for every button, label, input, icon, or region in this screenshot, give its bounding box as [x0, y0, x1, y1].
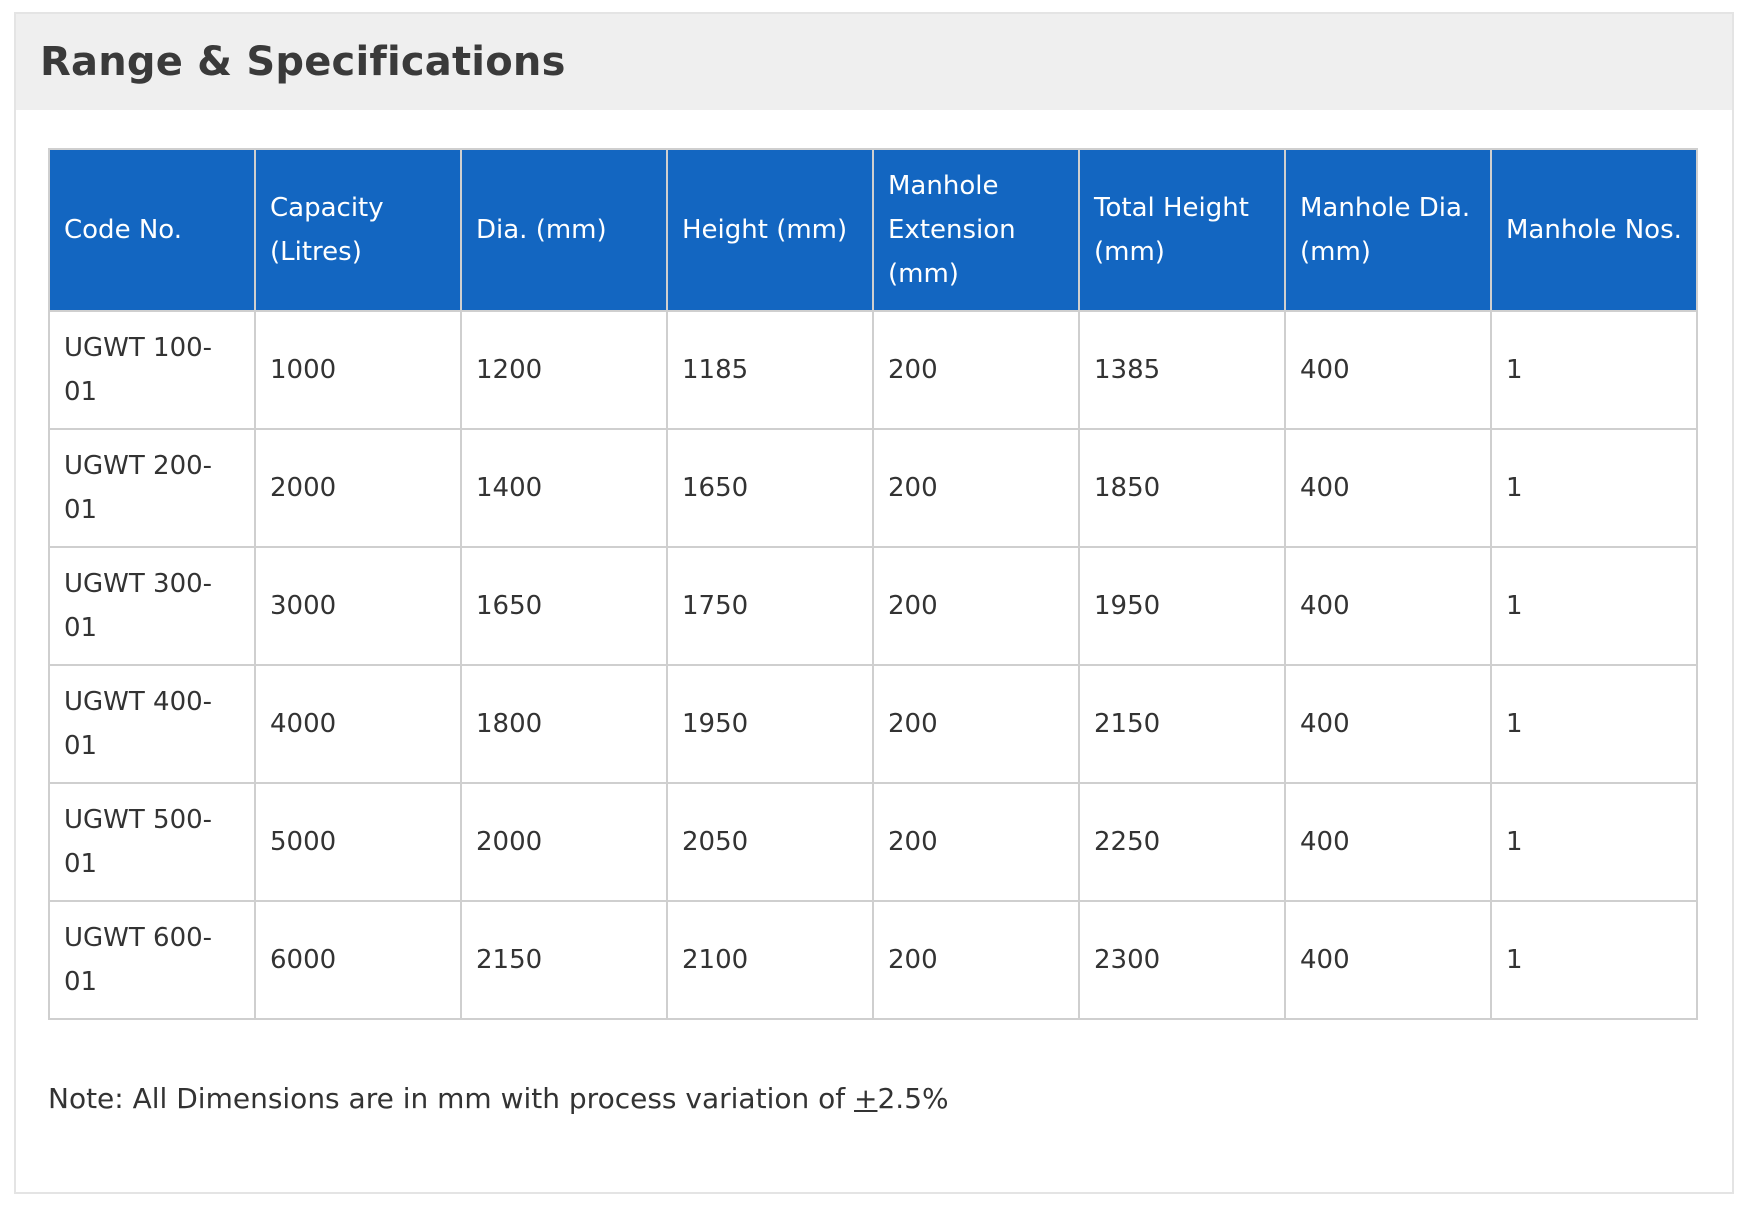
column-header-total-height: Total Height (mm) — [1078, 148, 1286, 312]
cell-height: 1950 — [666, 664, 874, 784]
cell-height: 2050 — [666, 782, 874, 902]
table-row: UGWT 100-01 1000 1200 1185 200 1385 400 … — [48, 310, 1698, 430]
cell-manhole-nos: 1 — [1490, 782, 1698, 902]
cell-total-height: 1385 — [1078, 310, 1286, 430]
column-header-manhole-extension: Manhole Extension (mm) — [872, 148, 1080, 312]
cell-capacity: 3000 — [254, 546, 462, 666]
cell-manhole-extension: 200 — [872, 428, 1080, 548]
cell-manhole-extension: 200 — [872, 310, 1080, 430]
cell-manhole-extension: 200 — [872, 546, 1080, 666]
cell-capacity: 4000 — [254, 664, 462, 784]
column-header-height: Height (mm) — [666, 148, 874, 312]
table-row: UGWT 200-01 2000 1400 1650 200 1850 400 … — [48, 428, 1698, 548]
table-body: UGWT 100-01 1000 1200 1185 200 1385 400 … — [48, 310, 1698, 1020]
column-header-capacity: Capacity (Litres) — [254, 148, 462, 312]
cell-height: 1650 — [666, 428, 874, 548]
cell-manhole-dia: 400 — [1284, 428, 1492, 548]
table-row: UGWT 300-01 3000 1650 1750 200 1950 400 … — [48, 546, 1698, 666]
cell-code-no: UGWT 300-01 — [48, 546, 256, 666]
cell-code-no: UGWT 100-01 — [48, 310, 256, 430]
cell-total-height: 1850 — [1078, 428, 1286, 548]
cell-manhole-nos: 1 — [1490, 546, 1698, 666]
cell-diameter: 1650 — [460, 546, 668, 666]
cell-diameter: 1800 — [460, 664, 668, 784]
table-row: UGWT 500-01 5000 2000 2050 200 2250 400 … — [48, 782, 1698, 902]
cell-code-no: UGWT 200-01 — [48, 428, 256, 548]
cell-diameter: 1200 — [460, 310, 668, 430]
plus-minus-symbol: + — [854, 1082, 878, 1115]
cell-height: 1185 — [666, 310, 874, 430]
note-variation-value: 2.5% — [877, 1082, 949, 1115]
cell-height: 1750 — [666, 546, 874, 666]
specifications-panel: Range & Specifications Code No. Capacity… — [14, 12, 1734, 1194]
column-header-diameter: Dia. (mm) — [460, 148, 668, 312]
cell-total-height: 2250 — [1078, 782, 1286, 902]
cell-manhole-dia: 400 — [1284, 664, 1492, 784]
cell-total-height: 1950 — [1078, 546, 1286, 666]
cell-manhole-dia: 400 — [1284, 782, 1492, 902]
cell-height: 2100 — [666, 900, 874, 1020]
panel-header: Range & Specifications — [16, 14, 1732, 110]
column-header-manhole-nos: Manhole Nos. — [1490, 148, 1698, 312]
header-row: Code No. Capacity (Litres) Dia. (mm) Hei… — [48, 148, 1698, 312]
cell-manhole-extension: 200 — [872, 900, 1080, 1020]
column-header-manhole-dia: Manhole Dia. (mm) — [1284, 148, 1492, 312]
cell-code-no: UGWT 500-01 — [48, 782, 256, 902]
cell-manhole-nos: 1 — [1490, 428, 1698, 548]
cell-total-height: 2300 — [1078, 900, 1286, 1020]
cell-manhole-nos: 1 — [1490, 900, 1698, 1020]
cell-code-no: UGWT 400-01 — [48, 664, 256, 784]
cell-diameter: 2150 — [460, 900, 668, 1020]
note-text: Note: All Dimensions are in mm with proc… — [48, 1082, 855, 1115]
table-row: UGWT 600-01 6000 2150 2100 200 2300 400 … — [48, 900, 1698, 1020]
cell-manhole-extension: 200 — [872, 664, 1080, 784]
cell-manhole-nos: 1 — [1490, 310, 1698, 430]
column-header-code-no: Code No. — [48, 148, 256, 312]
cell-capacity: 6000 — [254, 900, 462, 1020]
page-title: Range & Specifications — [40, 39, 566, 85]
table-header: Code No. Capacity (Litres) Dia. (mm) Hei… — [48, 148, 1698, 312]
table-row: UGWT 400-01 4000 1800 1950 200 2150 400 … — [48, 664, 1698, 784]
cell-diameter: 1400 — [460, 428, 668, 548]
dimensions-note: Note: All Dimensions are in mm with proc… — [48, 1082, 949, 1115]
cell-manhole-dia: 400 — [1284, 900, 1492, 1020]
cell-code-no: UGWT 600-01 — [48, 900, 256, 1020]
cell-diameter: 2000 — [460, 782, 668, 902]
cell-manhole-nos: 1 — [1490, 664, 1698, 784]
cell-manhole-dia: 400 — [1284, 310, 1492, 430]
cell-capacity: 2000 — [254, 428, 462, 548]
cell-capacity: 5000 — [254, 782, 462, 902]
cell-capacity: 1000 — [254, 310, 462, 430]
cell-manhole-extension: 200 — [872, 782, 1080, 902]
cell-manhole-dia: 400 — [1284, 546, 1492, 666]
cell-total-height: 2150 — [1078, 664, 1286, 784]
specifications-table: Code No. Capacity (Litres) Dia. (mm) Hei… — [48, 148, 1698, 1020]
